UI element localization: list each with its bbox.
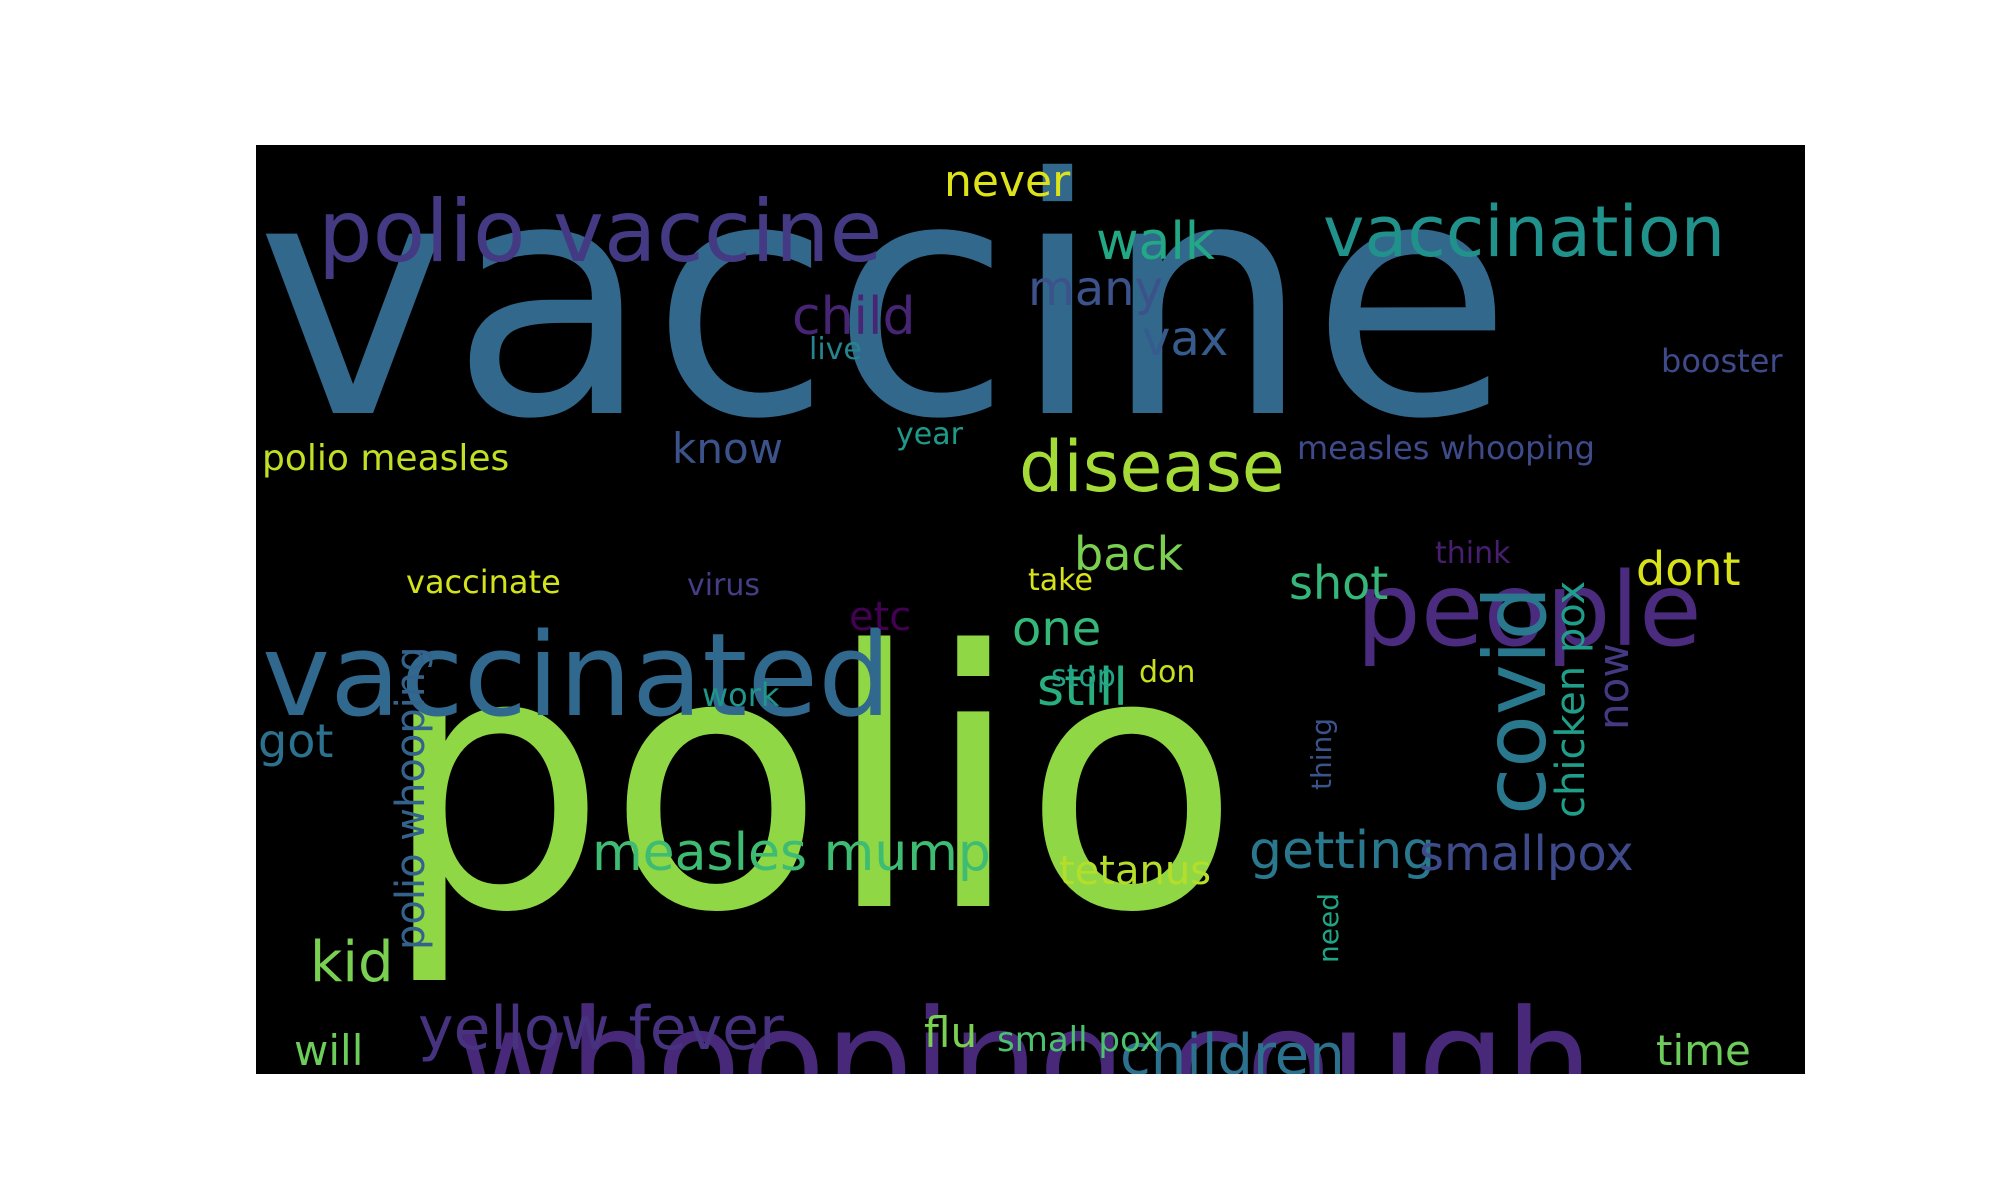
cloud-word: think — [1435, 536, 1511, 571]
cloud-word: vaccine — [256, 145, 1513, 491]
cloud-word: know — [672, 424, 783, 473]
cloud-word: getting — [1249, 821, 1436, 881]
cloud-word: flu — [924, 1008, 978, 1057]
cloud-word: chicken pox — [1548, 580, 1594, 818]
cloud-word: year — [896, 417, 963, 452]
cloud-word: need — [1312, 893, 1345, 963]
cloud-word: child — [792, 287, 916, 347]
cloud-word: now — [1589, 643, 1638, 730]
cloud-word: dont — [1636, 542, 1741, 596]
cloud-word: disease — [1019, 426, 1285, 508]
cloud-word: measles whooping — [1297, 429, 1595, 467]
cloud-word: never — [944, 156, 1071, 207]
cloud-word: walk — [1096, 212, 1215, 272]
cloud-word: stop — [1051, 659, 1116, 694]
cloud-word: people — [1356, 551, 1702, 670]
cloud-word: got — [258, 714, 334, 768]
cloud-word: will — [294, 1026, 364, 1074]
cloud-word: covid — [1466, 585, 1566, 815]
cloud-word: yellow fever — [418, 994, 784, 1064]
cloud-word: many — [1028, 261, 1163, 317]
cloud-word: polio vaccine — [318, 182, 883, 282]
cloud-word: kid — [310, 930, 394, 995]
cloud-word: live — [809, 332, 862, 367]
cloud-word: time — [1656, 1026, 1751, 1074]
cloud-word: take — [1028, 563, 1093, 598]
cloud-word: thing — [1305, 717, 1338, 790]
cloud-word: tetanus — [1059, 848, 1212, 894]
cloud-word: vax — [1142, 311, 1229, 367]
cloud-word: work — [702, 676, 780, 714]
cloud-word: don — [1139, 655, 1196, 690]
cloud-word: polio measles — [262, 438, 510, 479]
cloud-word: small pox — [997, 1020, 1160, 1060]
cloud-word: vaccination — [1323, 191, 1726, 273]
cloud-word: shot — [1289, 556, 1389, 610]
cloud-word: one — [1012, 601, 1102, 657]
cloud-word: smallpox — [1419, 826, 1634, 882]
cloud-word: children — [1120, 1023, 1345, 1075]
cloud-word: still — [1037, 658, 1128, 718]
cloud-word: back — [1074, 527, 1184, 581]
cloud-word: measles mump — [592, 823, 991, 883]
cloud-word: etc — [849, 594, 912, 640]
word-cloud: vaccine polio whooping cough vaccinated poli… — [256, 145, 1805, 1074]
cloud-word: virus — [687, 568, 761, 603]
cloud-word: whooping cough — [456, 980, 1593, 1075]
cloud-word: vaccinate — [406, 563, 561, 601]
cloud-word: vaccinated — [262, 609, 892, 743]
cloud-word: polio — [381, 576, 1241, 990]
cloud-word: polio whooping — [388, 646, 434, 950]
cloud-word: booster — [1661, 342, 1783, 380]
